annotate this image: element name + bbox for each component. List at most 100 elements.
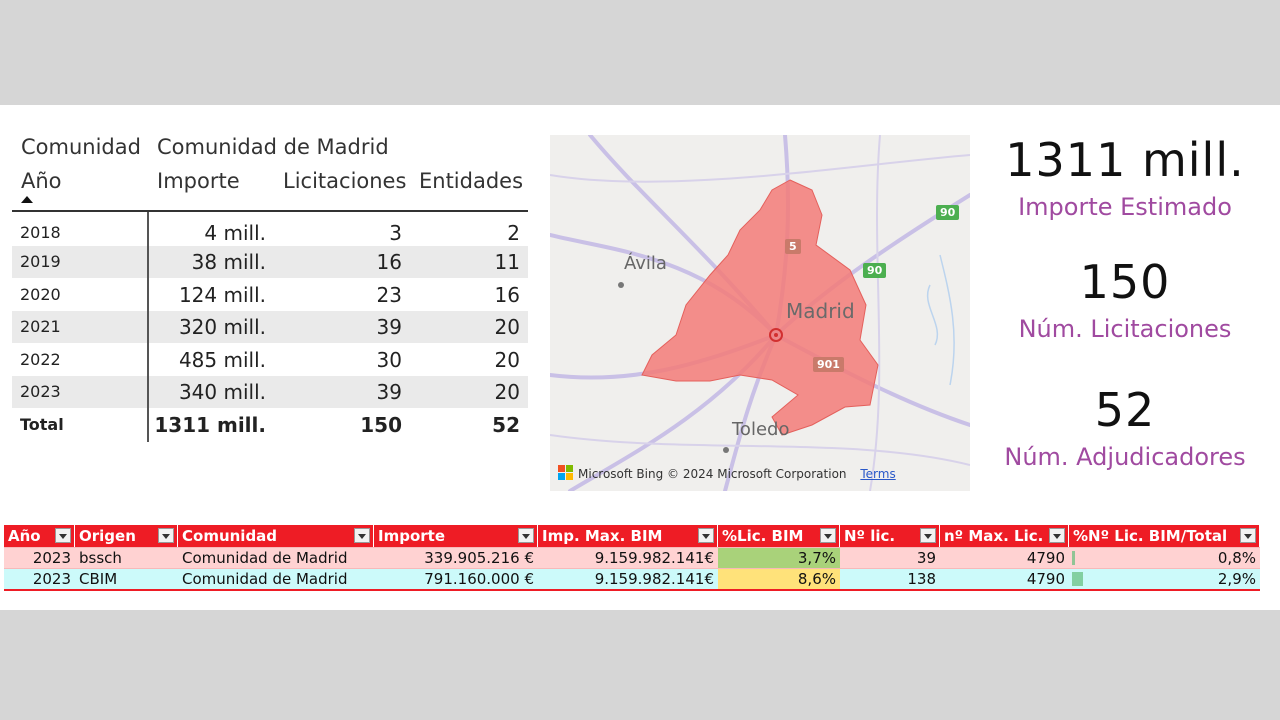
matrix-table: Comunidad Comunidad de Madrid Año Import… bbox=[0, 105, 540, 465]
cell-pct-total[interactable]: 2,9% bbox=[1069, 569, 1260, 589]
filter-applied-icon[interactable] bbox=[354, 528, 370, 543]
column-group-label: Comunidad de Madrid bbox=[157, 135, 389, 159]
year-cell: 2022 bbox=[20, 350, 61, 369]
sort-ascending-icon[interactable] bbox=[21, 196, 33, 203]
licitaciones-cell: 39 bbox=[376, 315, 402, 339]
terms-link[interactable]: Terms bbox=[860, 467, 896, 481]
table-row: 2018 4 mill. 3 2 bbox=[12, 217, 528, 249]
kpi-licitaciones-value: 150 bbox=[1079, 255, 1171, 309]
kpi-adjudicadores-label: Núm. Adjudicadores bbox=[1004, 443, 1246, 471]
cell-pct-lic[interactable]: 3,7% bbox=[718, 548, 840, 568]
header-n-max-lic: nº Max. Lic. bbox=[940, 525, 1069, 547]
table-row: 2023 340 mill. 39 20 bbox=[12, 376, 528, 408]
filter-dropdown-icon[interactable] bbox=[1240, 528, 1256, 543]
cell-anio[interactable]: 2023 bbox=[32, 570, 71, 588]
header-anio: Año bbox=[4, 525, 75, 547]
road-shield-icon: 5 bbox=[785, 239, 801, 254]
data-bar bbox=[1072, 551, 1076, 565]
header-imp-max-bim: Imp. Max. BIM bbox=[538, 525, 718, 547]
cell-origen[interactable]: bssch bbox=[79, 549, 122, 567]
total-importe: 1311 mill. bbox=[154, 413, 266, 437]
map-visual[interactable]: Ávila Madrid Toledo 5 90 90 901 Microsof… bbox=[550, 135, 970, 491]
map-label-toledo: Toledo bbox=[732, 419, 790, 440]
table-row: 2023 CBIM Comunidad de Madrid 791.160.00… bbox=[4, 568, 1260, 589]
importe-cell: 4 mill. bbox=[204, 221, 266, 245]
entidades-column-header[interactable]: Entidades bbox=[419, 169, 524, 193]
cell-n-max[interactable]: 4790 bbox=[1026, 570, 1065, 588]
year-cell: 2019 bbox=[20, 252, 61, 271]
road-shield-icon: 90 bbox=[936, 205, 960, 220]
filter-dropdown-icon[interactable] bbox=[920, 528, 936, 543]
header-label: Año bbox=[8, 527, 41, 545]
header-label: nº Max. Lic. bbox=[944, 527, 1044, 545]
table-row: 2020 124 mill. 23 16 bbox=[12, 279, 528, 311]
importe-cell: 340 mill. bbox=[178, 380, 266, 404]
header-label: Origen bbox=[79, 527, 136, 545]
cell-comunidad[interactable]: Comunidad de Madrid bbox=[182, 570, 348, 588]
header-pct-total: %Nº Lic. BIM/Total bbox=[1069, 525, 1260, 547]
filter-dropdown-icon[interactable] bbox=[1049, 528, 1065, 543]
entidades-cell: 16 bbox=[494, 283, 520, 307]
excel-header-row: Año Origen Comunidad Importe Imp. Max. B… bbox=[4, 525, 1260, 547]
row-header-label: Comunidad bbox=[21, 135, 141, 159]
filter-dropdown-icon[interactable] bbox=[698, 528, 714, 543]
cell-anio[interactable]: 2023 bbox=[32, 549, 71, 567]
header-origen: Origen bbox=[75, 525, 178, 547]
cell-pct-total-value: 0,8% bbox=[1217, 549, 1256, 567]
licitaciones-cell: 39 bbox=[376, 380, 402, 404]
header-pct-lic-bim: %Lic. BIM bbox=[718, 525, 840, 547]
importe-column-header[interactable]: Importe bbox=[157, 169, 240, 193]
year-cell: 2018 bbox=[20, 223, 61, 242]
map-label-avila: Ávila bbox=[624, 253, 667, 274]
cell-imp-max[interactable]: 9.159.982.141€ bbox=[594, 570, 714, 588]
cell-pct-total[interactable]: 0,8% bbox=[1069, 548, 1260, 568]
kpi-importe-card: 1311 mill. Importe Estimado bbox=[975, 133, 1275, 221]
total-entidades: 52 bbox=[492, 413, 520, 437]
cell-origen[interactable]: CBIM bbox=[79, 570, 118, 588]
cell-importe[interactable]: 339.905.216 € bbox=[424, 549, 534, 567]
importe-cell: 485 mill. bbox=[178, 348, 266, 372]
importe-cell: 124 mill. bbox=[178, 283, 266, 307]
year-column-header[interactable]: Año bbox=[21, 169, 62, 193]
header-label: Importe bbox=[378, 527, 445, 545]
licitaciones-cell: 3 bbox=[389, 221, 402, 245]
dashboard-panel: Comunidad Comunidad de Madrid Año Import… bbox=[0, 105, 1280, 610]
road-shield-icon: 90 bbox=[863, 263, 887, 278]
header-label: %Lic. BIM bbox=[722, 527, 804, 545]
importe-cell: 320 mill. bbox=[178, 315, 266, 339]
licitaciones-column-header[interactable]: Licitaciones bbox=[283, 169, 407, 193]
cell-imp-max[interactable]: 9.159.982.141€ bbox=[594, 549, 714, 567]
entidades-cell: 11 bbox=[494, 250, 520, 274]
map-copyright: © 2024 Microsoft Corporation bbox=[667, 467, 847, 481]
header-label: %Nº Lic. BIM/Total bbox=[1073, 527, 1228, 545]
kpi-adjudicadores-value: 52 bbox=[1094, 383, 1156, 437]
cell-n-lic[interactable]: 138 bbox=[907, 570, 936, 588]
cell-pct-lic[interactable]: 8,6% bbox=[718, 569, 840, 589]
total-licitaciones: 150 bbox=[360, 413, 402, 437]
header-importe: Importe bbox=[374, 525, 538, 547]
excel-table: Año Origen Comunidad Importe Imp. Max. B… bbox=[4, 525, 1260, 591]
year-cell: 2021 bbox=[20, 317, 61, 336]
cell-n-lic[interactable]: 39 bbox=[916, 549, 936, 567]
sort-filter-icon[interactable] bbox=[820, 528, 836, 543]
cell-importe[interactable]: 791.160.000 € bbox=[424, 570, 534, 588]
year-cell: 2023 bbox=[20, 382, 61, 401]
kpi-licitaciones-label: Núm. Licitaciones bbox=[1018, 315, 1232, 343]
map-attribution: Microsoft Bing © 2024 Microsoft Corporat… bbox=[558, 465, 896, 481]
entidades-cell: 20 bbox=[494, 348, 520, 372]
filter-dropdown-icon[interactable] bbox=[158, 528, 174, 543]
entidades-cell: 20 bbox=[494, 315, 520, 339]
table-row: 2021 320 mill. 39 20 bbox=[12, 311, 528, 343]
kpi-importe-value: 1311 mill. bbox=[1005, 133, 1245, 187]
filter-dropdown-icon[interactable] bbox=[518, 528, 534, 543]
total-label: Total bbox=[20, 415, 64, 434]
entidades-cell: 20 bbox=[494, 380, 520, 404]
table-bottom-border bbox=[4, 589, 1260, 591]
header-divider bbox=[12, 210, 528, 212]
cell-n-max[interactable]: 4790 bbox=[1026, 549, 1065, 567]
licitaciones-cell: 16 bbox=[376, 250, 402, 274]
header-comunidad: Comunidad bbox=[178, 525, 374, 547]
map-label-madrid: Madrid bbox=[786, 299, 855, 323]
cell-comunidad[interactable]: Comunidad de Madrid bbox=[182, 549, 348, 567]
filter-dropdown-icon[interactable] bbox=[55, 528, 71, 543]
